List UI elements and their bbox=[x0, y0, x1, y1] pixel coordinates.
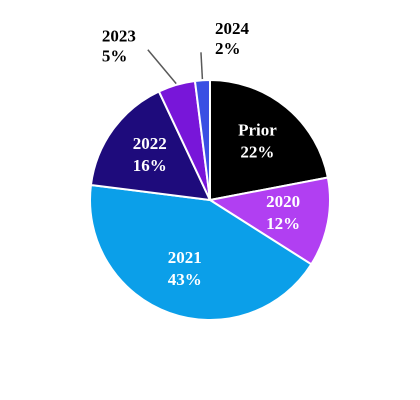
slice-label: 2021 bbox=[168, 248, 202, 267]
pie-slice bbox=[89, 90, 212, 202]
slice-label: Prior bbox=[238, 121, 277, 140]
slice-percent: 2% bbox=[215, 39, 241, 58]
slice-percent: 22% bbox=[240, 143, 274, 162]
slice-label: 2024 bbox=[215, 19, 250, 38]
slice-label: 2023 bbox=[102, 27, 136, 46]
slice-label: 2022 bbox=[133, 134, 167, 153]
pie-slice bbox=[193, 78, 211, 201]
slice-label: 2020 bbox=[266, 192, 300, 211]
slice-percent: 16% bbox=[133, 156, 167, 175]
leader-line bbox=[200, 52, 204, 80]
pie-slice bbox=[89, 183, 313, 321]
pie-slice bbox=[207, 176, 331, 266]
leader-line bbox=[147, 49, 177, 85]
slice-percent: 12% bbox=[266, 214, 300, 233]
pie-slice bbox=[209, 78, 330, 202]
slice-percent: 43% bbox=[168, 270, 202, 289]
slice-percent: 5% bbox=[102, 47, 128, 66]
